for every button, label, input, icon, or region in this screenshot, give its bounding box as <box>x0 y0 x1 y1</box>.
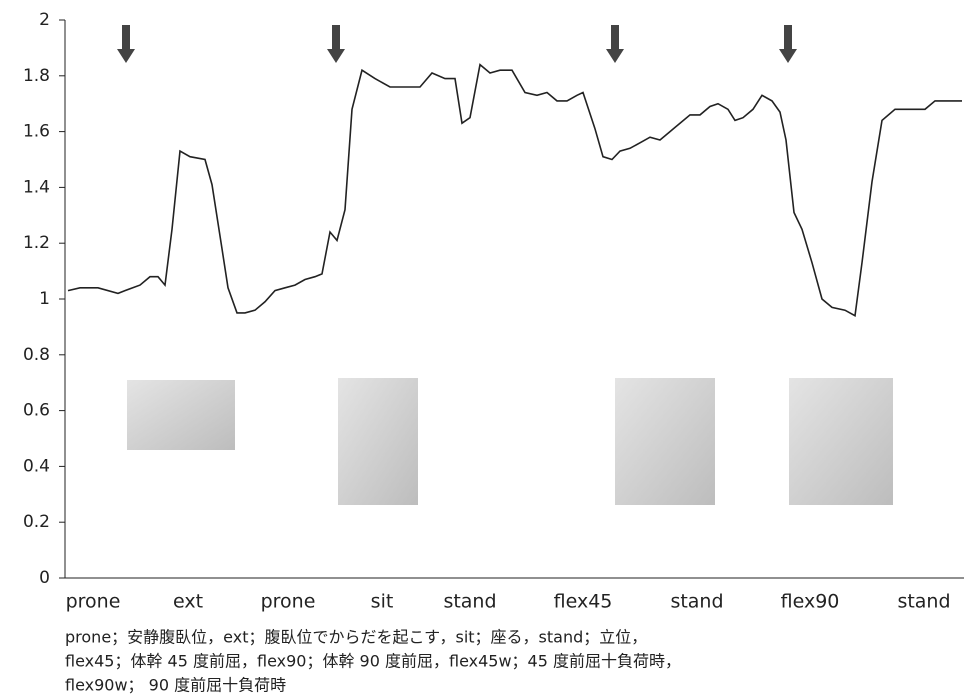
x-tick-label: ext <box>173 591 203 613</box>
arrow <box>779 25 797 63</box>
y-tick-label: 0 <box>39 568 50 588</box>
photo <box>127 380 235 450</box>
caption: flex90w； 90 度前屈十負荷時 <box>65 676 286 695</box>
x-tick-label: prone <box>66 591 121 613</box>
x-tick-label: flex90 <box>781 591 840 613</box>
y-tick-label: 1.2 <box>23 233 50 253</box>
y-tick-label: 0.2 <box>23 512 50 532</box>
x-tick-label: stand <box>443 591 496 613</box>
y-tick-label: 0.6 <box>23 401 50 421</box>
y-tick-label: 1.8 <box>23 66 50 86</box>
chart: prone；安静腹臥位，ext；腹臥位でからだを起こす，sit；座る，stand… <box>0 0 964 697</box>
x-tick-label: stand <box>670 591 723 613</box>
page: prone；安静腹臥位，ext；腹臥位でからだを起こす，sit；座る，stand… <box>0 0 964 697</box>
y-tick-label: 1.4 <box>23 177 50 197</box>
data-line <box>68 65 962 316</box>
photo <box>338 378 418 505</box>
photos <box>127 378 893 505</box>
arrow <box>117 25 135 63</box>
y-tick-label: 1 <box>39 289 50 309</box>
photo <box>615 378 715 505</box>
x-tick-label: sit <box>371 591 394 613</box>
caption: flex45；体幹 45 度前屈，flex90；体幹 90 度前屈，flex45… <box>65 652 681 671</box>
arrows <box>117 25 797 63</box>
arrow <box>327 25 345 63</box>
x-tick-label: flex45 <box>554 591 613 613</box>
y-tick-label: 2 <box>39 10 50 30</box>
photo <box>789 378 893 505</box>
y-tick-label: 0.8 <box>23 345 50 365</box>
y-tick-label: 0.4 <box>23 456 50 476</box>
x-tick-label: stand <box>897 591 950 613</box>
arrow <box>606 25 624 63</box>
y-tick-label: 1.6 <box>23 122 50 142</box>
caption: prone；安静腹臥位，ext；腹臥位でからだを起こす，sit；座る，stand… <box>65 628 647 647</box>
x-tick-label: prone <box>261 591 316 613</box>
